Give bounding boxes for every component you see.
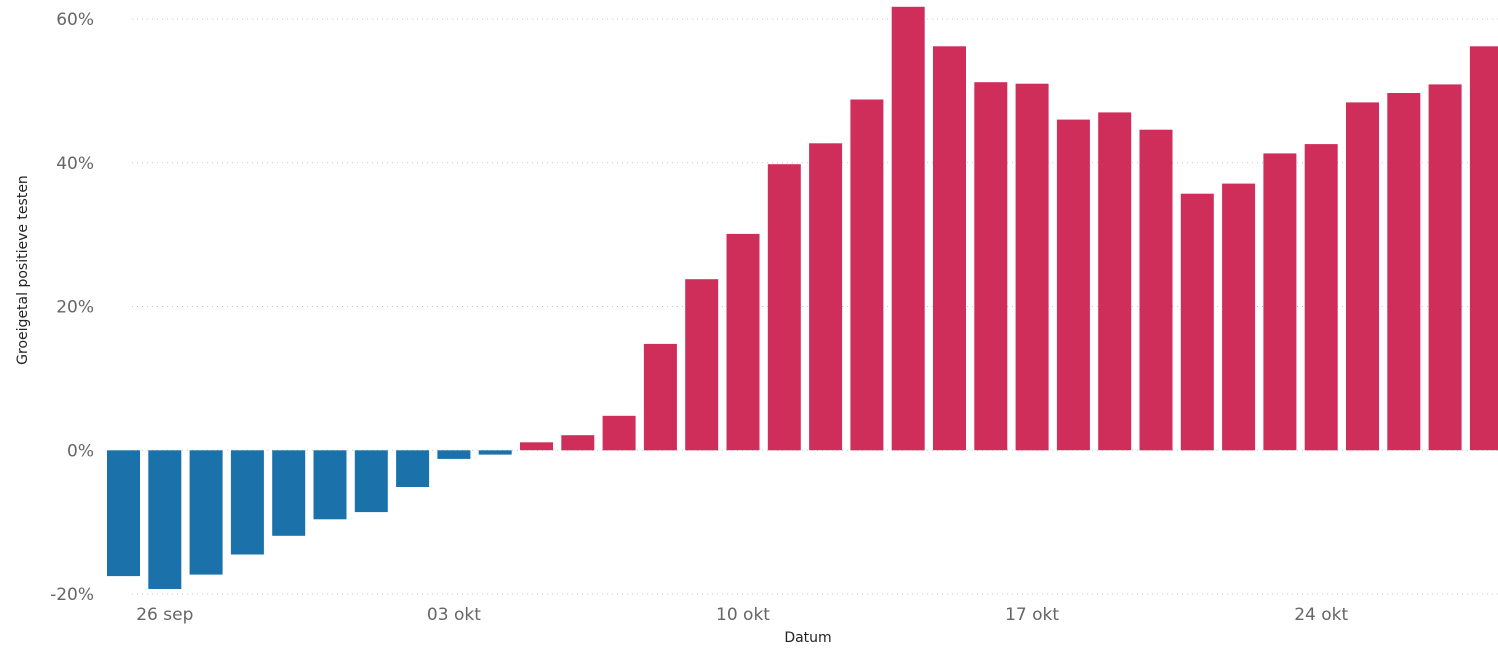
bar [354, 450, 388, 513]
bar [1056, 119, 1090, 451]
bar [726, 233, 760, 451]
y-tick-label: 60% [56, 10, 94, 30]
bar [767, 164, 801, 451]
x-tick-label: 10 okt [716, 605, 770, 625]
y-tick-label: 20% [56, 298, 94, 318]
bar [850, 99, 884, 451]
bar [1263, 153, 1297, 451]
bar [230, 450, 264, 555]
bar [478, 450, 512, 455]
bar [561, 435, 595, 451]
bar [520, 442, 553, 451]
bar [272, 450, 306, 536]
bar [1098, 112, 1132, 451]
bar [1304, 144, 1338, 451]
bar [1180, 193, 1214, 451]
bar [396, 450, 430, 487]
bar [933, 46, 966, 451]
bar [148, 450, 182, 589]
bars [107, 6, 1498, 589]
bar [809, 143, 843, 451]
x-tick-labels: 26 sep 03 okt 10 okt 17 okt 24 okt [136, 605, 1348, 625]
x-tick-label: 03 okt [427, 605, 481, 625]
y-tick-label: 40% [56, 154, 94, 174]
y-tick-label: -20% [50, 585, 94, 605]
bar [1387, 93, 1421, 451]
bar [974, 82, 1008, 451]
y-tick-labels: -20% 0% 20% 40% 60% [50, 10, 94, 605]
bar [891, 6, 925, 451]
x-tick-label: 17 okt [1005, 605, 1059, 625]
x-tick-label: 24 okt [1294, 605, 1348, 625]
x-tick-label: 26 sep [136, 605, 193, 625]
bar [107, 450, 140, 577]
y-axis-title: Groeigetal positieve testen [15, 175, 31, 365]
bar [1469, 46, 1498, 451]
bar [1346, 102, 1379, 451]
bar [437, 450, 471, 459]
bar [1222, 183, 1256, 451]
x-axis-title: Datum [784, 630, 831, 646]
bar [189, 450, 223, 575]
bar [643, 343, 677, 451]
bar [602, 415, 636, 451]
bar [1139, 129, 1173, 451]
bar [685, 279, 719, 451]
y-tick-label: 0% [67, 441, 94, 461]
bar [1428, 84, 1462, 451]
bar [313, 450, 347, 520]
bar [1015, 83, 1049, 451]
